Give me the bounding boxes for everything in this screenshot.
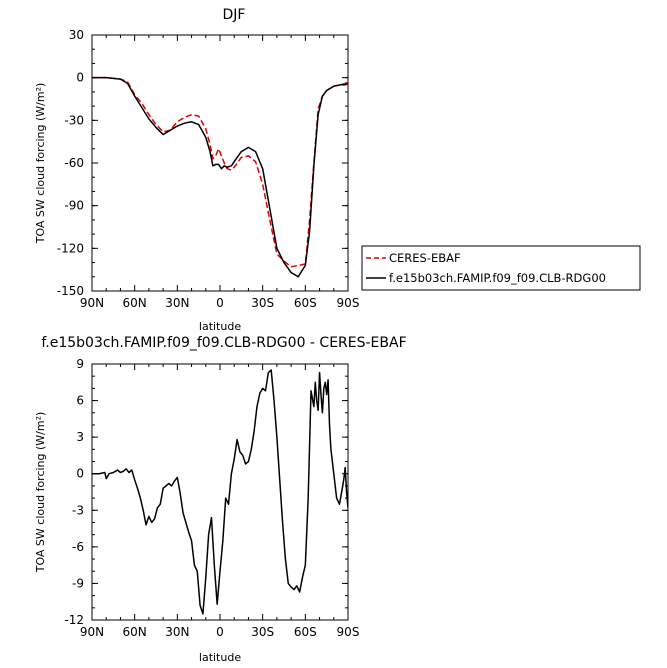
bottom-panel: 90N 60N 30N 0 30S 60S 90S -12 -9 -6 -3 0 3 6 9 f.e15b03… [34,335,407,664]
x-tick-label: 90S [337,625,360,639]
y-tick-label: 3 [76,430,84,444]
y-tick-label: 6 [76,394,84,408]
y-tick-label: 30 [69,28,84,42]
x-tick-label: 90N [80,625,104,639]
x-axis-label: latitude [199,320,241,333]
series-line-f-e15b03ch-famip-f09-f09-clb-rdg00 [92,76,348,278]
x-tick-label: 30N [165,296,189,310]
x-tick-label: 0 [216,296,224,310]
x-tick-label: 60S [294,625,317,639]
y-tick-label: 0 [76,71,84,85]
x-tick-label: 30S [251,296,274,310]
legend: CERES-EBAF f.e15b03ch.FAMIP.f09_f09.CLB-R… [361,245,641,291]
chart-title: DJF [223,7,246,23]
legend-box [361,245,641,291]
x-tick-label: 30N [165,625,189,639]
x-axis-label: latitude [199,651,241,664]
y-tick-label: -90 [64,199,84,213]
y-axis-label: TOA SW cloud forcing (W/m²) [34,412,47,574]
y-tick-label: -30 [64,113,84,127]
x-tick-label: 60N [123,296,147,310]
y-tick-label: -3 [72,503,84,517]
y-tick-label: -6 [72,540,84,554]
y-tick-label: -12 [64,613,84,627]
x-tick-label: 0 [216,625,224,639]
plot-frame [91,363,349,621]
y-tick-label: -60 [64,156,84,170]
x-tick-label: 60S [294,296,317,310]
y-tick-label: -9 [72,576,84,590]
y-axis-label: TOA SW cloud forcing (W/m²) [34,83,47,245]
series-line-ceres-ebaf [92,76,348,268]
x-tick-label: 90S [337,296,360,310]
plot-frame [91,34,349,292]
legend-label: CERES-EBAF [389,251,461,265]
x-tick-label: 30S [251,625,274,639]
legend-label: f.e15b03ch.FAMIP.f09_f09.CLB-RDG00 [389,271,606,285]
y-tick-label: 9 [76,357,84,371]
x-tick-label: 90N [80,296,104,310]
chart-title: f.e15b03ch.FAMIP.f09_f09.CLB-RDG00 - CER… [41,335,406,351]
y-tick-label: -150 [57,284,84,298]
x-tick-label: 60N [123,625,147,639]
y-tick-label: 0 [76,467,84,481]
series-line-difference [92,369,348,615]
top-panel: 90N 60N 30N 0 30S 60S 90S -150 -120 -90 -60 -30 0 30 D… [34,7,359,333]
y-tick-label: -120 [57,241,84,255]
